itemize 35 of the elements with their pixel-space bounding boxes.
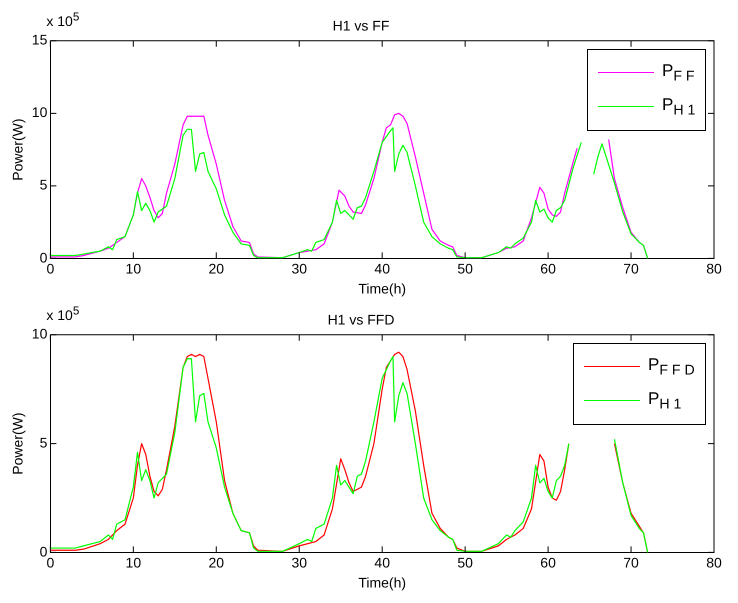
- y-tick-label: 5: [40, 176, 48, 193]
- x-tick-label: 80: [706, 260, 722, 277]
- legend-label: P$_{H 1}$: [662, 95, 696, 118]
- y-axis-title: Power(W): [9, 118, 26, 181]
- text: x 10$^{5}$: [46, 10, 80, 30]
- x-tick-label: 30: [291, 260, 308, 277]
- x-tick-label: 30: [291, 554, 308, 571]
- x-tick-label: 80: [706, 554, 722, 571]
- x-axis-title: Time(h): [358, 574, 406, 590]
- legend-label: P$_{F F D}$: [648, 355, 695, 378]
- x-tick-label: 40: [374, 260, 390, 277]
- x-tick-label: 20: [208, 554, 224, 571]
- x-tick-label: 20: [208, 260, 224, 277]
- x-tick-label: 10: [126, 260, 142, 277]
- text: x 10$^{5}$: [46, 304, 80, 324]
- y-tick-label: 0: [40, 543, 48, 560]
- x-tick-label: 50: [457, 554, 474, 571]
- chart-title: H1 vs FF: [332, 17, 390, 34]
- x-tick-label: 70: [623, 260, 640, 277]
- x-tick-label: 50: [457, 260, 474, 277]
- y-tick-label: 10: [32, 104, 48, 120]
- y-tick-label: 15: [32, 32, 48, 48]
- x-tick-label: 60: [540, 260, 556, 277]
- chart-title: H1 vs FFD: [328, 311, 394, 328]
- y-tick-label: 0: [40, 249, 48, 266]
- legend-label: P$_{H 1}$: [648, 389, 682, 412]
- y-axis-title: Power(W): [9, 412, 26, 475]
- x-tick-label: 40: [374, 554, 390, 571]
- x-axis-title: Time(h): [358, 280, 406, 296]
- x-tick-label: 10: [126, 554, 142, 571]
- x-tick-label: 60: [540, 554, 556, 571]
- legend-label: P$_{F F}$: [662, 61, 695, 84]
- y-tick-label: 5: [40, 434, 48, 450]
- x-tick-label: 70: [623, 554, 640, 571]
- y-tick-label: 10: [32, 326, 48, 342]
